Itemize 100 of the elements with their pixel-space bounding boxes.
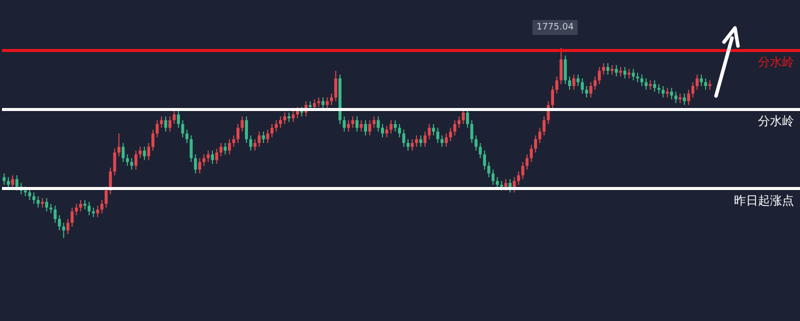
- candlestick: [224, 142, 227, 155]
- candlestick: [410, 138, 414, 152]
- candlestick: [415, 134, 418, 148]
- candlestick: [198, 158, 202, 174]
- candlestick: [151, 129, 154, 152]
- candlestick: [424, 131, 427, 148]
- candlestick: [278, 116, 282, 128]
- candlestick: [117, 133, 120, 157]
- candlestick: [92, 207, 95, 218]
- candlestick: [504, 178, 508, 191]
- candlestick: [628, 68, 631, 79]
- candlestick: [240, 116, 244, 132]
- candlestick: [219, 142, 222, 157]
- candlestick: [66, 218, 70, 235]
- candlestick: [453, 120, 456, 136]
- ref-line-label: 昨日起涨点: [734, 194, 794, 208]
- candlestick: [122, 142, 125, 162]
- candlestick: [45, 198, 48, 212]
- candlestick: [206, 150, 210, 162]
- candlestick: [54, 205, 57, 224]
- candlestick: [598, 66, 601, 85]
- candlestick: [653, 80, 656, 92]
- candlestick: [444, 133, 448, 148]
- candlestick: [126, 154, 129, 166]
- candlestick: [402, 129, 406, 148]
- candlestick: [560, 48, 563, 85]
- candlestick: [674, 91, 678, 104]
- candlestick: [623, 66, 626, 79]
- candlestick: [517, 171, 520, 186]
- candlestick: [478, 142, 482, 159]
- candlestick: [317, 96, 320, 108]
- candlestick: [538, 127, 542, 144]
- candlestick: [113, 148, 116, 176]
- candlestick: [364, 120, 367, 136]
- candlestick: [283, 112, 286, 124]
- candlestick: [406, 138, 410, 152]
- candlestick: [356, 116, 358, 132]
- candlestick: [190, 134, 193, 162]
- candlestick: [181, 120, 184, 138]
- candlestick: [134, 150, 138, 170]
- candlestick: [258, 131, 261, 148]
- candlestick: [585, 86, 588, 98]
- candlestick: [28, 188, 32, 200]
- candlestick: [262, 131, 265, 144]
- candlestick: [648, 80, 652, 90]
- candlestick: [670, 87, 674, 100]
- candlestick: [602, 62, 606, 76]
- candlestick: [15, 174, 18, 191]
- candlestick: [564, 55, 567, 85]
- candlestick: [292, 110, 295, 123]
- candlestick: [130, 158, 134, 170]
- candlestick: [168, 116, 172, 132]
- candlestick: [440, 134, 444, 148]
- candlestick: [594, 76, 597, 90]
- candlestick: [236, 124, 240, 144]
- candlestick: [253, 138, 256, 152]
- candlestick: [666, 87, 669, 98]
- candlestick: [521, 162, 524, 180]
- candlestick: [330, 93, 333, 106]
- candlestick: [390, 120, 392, 134]
- candlestick: [32, 192, 36, 204]
- candlestick: [176, 110, 180, 128]
- candlestick: [682, 93, 686, 106]
- candlestick: [266, 129, 270, 144]
- candlestick: [274, 120, 278, 132]
- candlestick: [610, 64, 614, 76]
- candlestick: [580, 78, 584, 94]
- candlestick: [172, 110, 176, 124]
- candlestick: [156, 120, 159, 138]
- candlestick: [287, 112, 290, 123]
- candlestick: [381, 124, 384, 138]
- candlestick: [483, 150, 486, 170]
- candlestick: [24, 186, 27, 197]
- candlestick: [428, 124, 431, 140]
- candlestick: [228, 138, 231, 155]
- annotation: 1775.04: [536, 22, 574, 32]
- candlestick: [436, 127, 440, 144]
- candlestick: [147, 142, 150, 161]
- candlestick: [534, 134, 538, 153]
- candlestick: [700, 74, 703, 86]
- candlestick: [470, 120, 474, 144]
- candlestick: [194, 154, 197, 174]
- candlestick: [644, 78, 648, 90]
- candlestick: [322, 96, 324, 110]
- candlestick: [347, 120, 350, 132]
- ref-line-label: 分水岭: [758, 54, 794, 69]
- candlestick: [449, 127, 452, 142]
- candlestick: [576, 74, 580, 86]
- candlestick: [466, 108, 470, 128]
- candlestick: [555, 76, 558, 94]
- candlestick: [185, 129, 188, 144]
- candlestick: [249, 134, 252, 152]
- candlestick: [704, 78, 708, 90]
- candlestick: [708, 80, 712, 90]
- candlestick: [589, 82, 592, 98]
- candlestick: [58, 214, 61, 231]
- candlestick: [662, 86, 665, 98]
- candlestick: [526, 154, 529, 170]
- candlestick: [270, 124, 274, 138]
- candlestick: [530, 144, 533, 162]
